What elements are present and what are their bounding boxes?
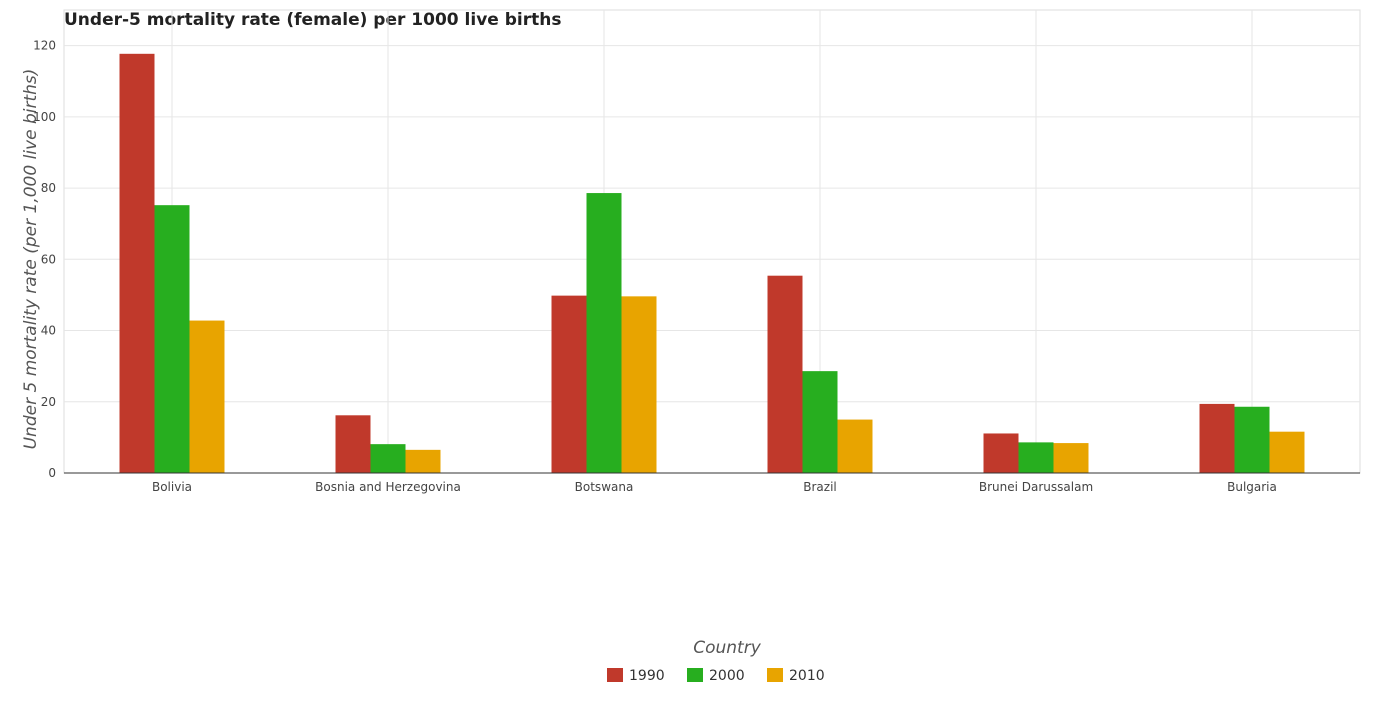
bar-1990-bulgaria: [1199, 403, 1235, 473]
bar-2010-brazil: [837, 419, 873, 473]
bar-2010-bolivia: [189, 320, 225, 473]
y-tick-label: 120: [33, 39, 56, 53]
bar-1990-brazil: [767, 275, 803, 473]
legend-label-1990: 1990: [629, 668, 665, 684]
bar-1990-brunei-darussalam: [983, 433, 1019, 473]
legend-swatch-1990: [607, 668, 623, 682]
y-tick-label: 60: [41, 252, 56, 266]
grid: [63, 9, 1361, 474]
bar-2000-botswana: [586, 193, 622, 473]
y-tick-label: 80: [41, 181, 56, 195]
plot-frame: [63, 9, 1361, 474]
bar-2010-brunei-darussalam: [1053, 443, 1089, 473]
bar-1990-bosnia-and-herzegovina: [335, 415, 371, 473]
x-tick-label: Bulgaria: [1227, 480, 1277, 494]
x-tick-label: Bolivia: [152, 480, 192, 494]
legend-label-2000: 2000: [709, 668, 745, 684]
bars: [119, 53, 1305, 474]
bar-1990-botswana: [551, 295, 587, 473]
legend-swatch-2010: [767, 668, 783, 682]
y-tick-label: 0: [48, 466, 56, 480]
y-axis-label: Under 5 mortality rate (per 1,000 live b…: [21, 69, 41, 450]
axes: 0 20 40 60 80 100 120 Bolivia Bosnia and Herzego…: [33, 39, 1360, 494]
x-tick-label: Botswana: [575, 480, 634, 494]
legend-label-2010: 2010: [789, 668, 825, 684]
x-tick-label: Bosnia and Herzegovina: [315, 480, 461, 494]
bar-2000-bolivia: [154, 205, 190, 473]
bar-1990-bolivia: [119, 53, 155, 474]
bar-2000-bosnia-and-herzegovina: [370, 444, 406, 473]
bar-2000-bulgaria: [1234, 406, 1270, 473]
bar-2000-brunei-darussalam: [1018, 442, 1054, 473]
y-tick-label: 20: [41, 395, 56, 409]
legend: 1990 2000 2010: [607, 668, 825, 684]
y-tick-label: 100: [33, 110, 56, 124]
bar-2010-bulgaria: [1269, 431, 1305, 473]
chart-title: Under-5 mortality rate (female) per 1000…: [64, 10, 561, 30]
x-tick-label: Brunei Darussalam: [979, 480, 1093, 494]
x-axis-label: Country: [693, 638, 761, 658]
y-tick-label: 40: [41, 324, 56, 338]
legend-swatch-2000: [687, 668, 703, 682]
bar-2000-brazil: [802, 371, 838, 473]
bar-2010-botswana: [621, 296, 657, 473]
bar-2010-bosnia-and-herzegovina: [405, 449, 441, 473]
x-tick-label: Brazil: [803, 480, 837, 494]
